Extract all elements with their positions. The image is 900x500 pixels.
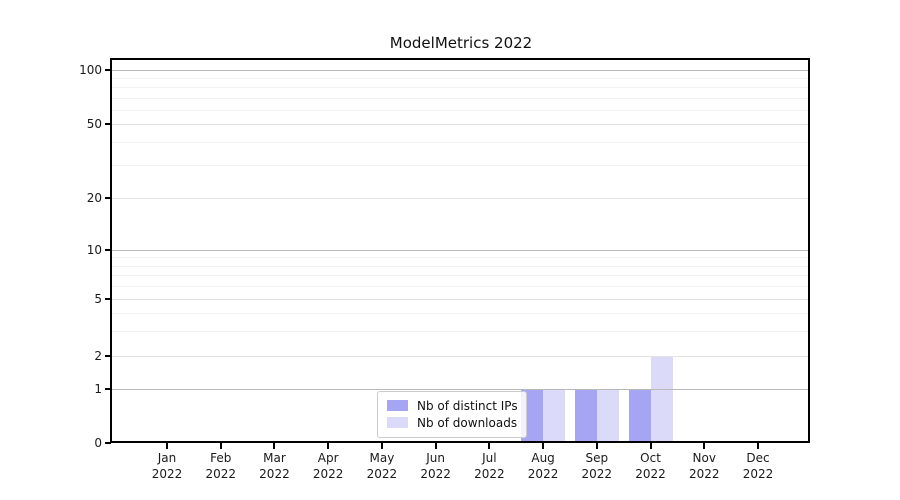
x-axis-tick-label: Sep 2022 <box>565 450 629 482</box>
minor-gridline <box>112 78 810 79</box>
y-tick-mark <box>105 69 111 71</box>
x-tick-mark <box>327 443 330 449</box>
x-axis-tick-label: Oct 2022 <box>619 450 683 482</box>
chart-title: ModelMetrics 2022 <box>389 34 533 52</box>
minor-gridline <box>112 266 810 267</box>
y-tick-mark <box>105 249 111 251</box>
x-tick-month: Sep <box>585 451 609 465</box>
x-tick-month: Jan <box>157 451 177 465</box>
major-gridline <box>112 70 810 71</box>
gridline <box>112 356 810 357</box>
x-tick-month: Dec <box>746 451 770 465</box>
x-tick-month: Oct <box>640 451 661 465</box>
y-axis-tick-label: 5 <box>94 292 102 306</box>
x-tick-year: 2022 <box>474 467 505 481</box>
y-axis-tick-label: 0 <box>94 436 102 450</box>
major-gridline <box>112 250 810 251</box>
gridline <box>112 124 810 125</box>
x-axis-tick-label: Jun 2022 <box>404 450 468 482</box>
x-tick-mark <box>756 443 759 449</box>
x-tick-month: Mar <box>263 451 286 465</box>
x-tick-month: Nov <box>692 451 716 465</box>
y-tick-mark <box>105 298 111 300</box>
minor-gridline <box>112 286 810 287</box>
bar-downloads <box>596 389 619 443</box>
minor-gridline <box>112 98 810 99</box>
x-axis-tick-label: Dec 2022 <box>726 450 790 482</box>
legend-item: Nb of downloads <box>387 414 518 431</box>
legend-swatch <box>387 400 408 411</box>
bar-downloads <box>543 389 566 443</box>
y-tick-mark <box>105 442 111 444</box>
bar-downloads <box>650 356 673 443</box>
x-tick-mark <box>273 443 276 449</box>
x-tick-year: 2022 <box>259 467 290 481</box>
gridline <box>112 299 810 300</box>
x-tick-year: 2022 <box>635 467 666 481</box>
y-axis-tick-label: 1 <box>94 382 102 396</box>
x-tick-year: 2022 <box>420 467 451 481</box>
x-tick-year: 2022 <box>527 467 559 481</box>
x-tick-mark <box>649 443 652 449</box>
y-tick-mark <box>105 123 111 125</box>
minor-gridline <box>112 142 810 143</box>
legend-item: Nb of distinct IPs <box>387 397 518 414</box>
x-axis-tick-label: May 2022 <box>350 450 414 482</box>
x-tick-mark <box>219 443 222 449</box>
x-tick-month: Aug <box>531 451 555 465</box>
x-tick-month: Jun <box>426 451 445 465</box>
y-tick-mark <box>105 355 111 357</box>
x-axis-tick-label: Mar 2022 <box>242 450 306 482</box>
gridline <box>112 198 810 199</box>
x-tick-year: 2022 <box>688 467 720 481</box>
minor-gridline <box>112 110 810 111</box>
legend-label: Nb of downloads <box>417 415 518 430</box>
x-axis-tick-label: Apr 2022 <box>296 450 360 482</box>
y-tick-mark <box>105 388 111 390</box>
y-axis-tick-label: 10 <box>86 243 102 257</box>
x-tick-month: May <box>369 451 395 465</box>
y-axis-tick-label: 20 <box>86 191 102 205</box>
x-tick-mark <box>703 443 706 449</box>
legend-label: Nb of distinct IPs <box>417 398 518 413</box>
x-tick-mark <box>488 443 491 449</box>
minor-gridline <box>112 87 810 88</box>
minor-gridline <box>112 275 810 276</box>
y-axis-tick-label: 2 <box>94 349 102 363</box>
x-tick-year: 2022 <box>312 467 344 481</box>
x-tick-year: 2022 <box>742 467 774 481</box>
x-tick-year: 2022 <box>151 467 183 481</box>
x-tick-year: 2022 <box>366 467 398 481</box>
bar-distinct-ips <box>628 389 651 443</box>
x-axis-tick-label: Feb 2022 <box>189 450 253 482</box>
legend-swatch <box>387 417 408 428</box>
x-tick-mark <box>595 443 598 449</box>
x-tick-month: Feb <box>210 451 232 465</box>
major-gridline <box>112 389 810 390</box>
x-tick-month: Jul <box>482 451 497 465</box>
minor-gridline <box>112 331 810 332</box>
x-axis-tick-label: Nov 2022 <box>672 450 736 482</box>
minor-gridline <box>112 257 810 258</box>
x-tick-mark <box>434 443 437 449</box>
y-axis-tick-label: 50 <box>86 117 102 131</box>
minor-gridline <box>112 165 810 166</box>
x-tick-mark <box>166 443 168 449</box>
y-tick-mark <box>105 197 111 199</box>
x-tick-mark <box>380 443 383 449</box>
x-tick-mark <box>542 443 545 449</box>
minor-gridline <box>112 313 810 314</box>
plot-area <box>112 60 810 443</box>
x-tick-month: Apr <box>317 451 339 465</box>
x-axis-tick-label: Jul 2022 <box>457 450 521 482</box>
bar-distinct-ips <box>574 389 597 443</box>
x-tick-year: 2022 <box>205 467 236 481</box>
x-axis-tick-label: Jan 2022 <box>135 450 199 482</box>
x-axis-tick-label: Aug 2022 <box>511 450 575 482</box>
x-tick-year: 2022 <box>581 467 613 481</box>
legend: Nb of distinct IPs Nb of downloads <box>377 391 527 438</box>
y-axis-tick-label: 100 <box>79 63 102 77</box>
